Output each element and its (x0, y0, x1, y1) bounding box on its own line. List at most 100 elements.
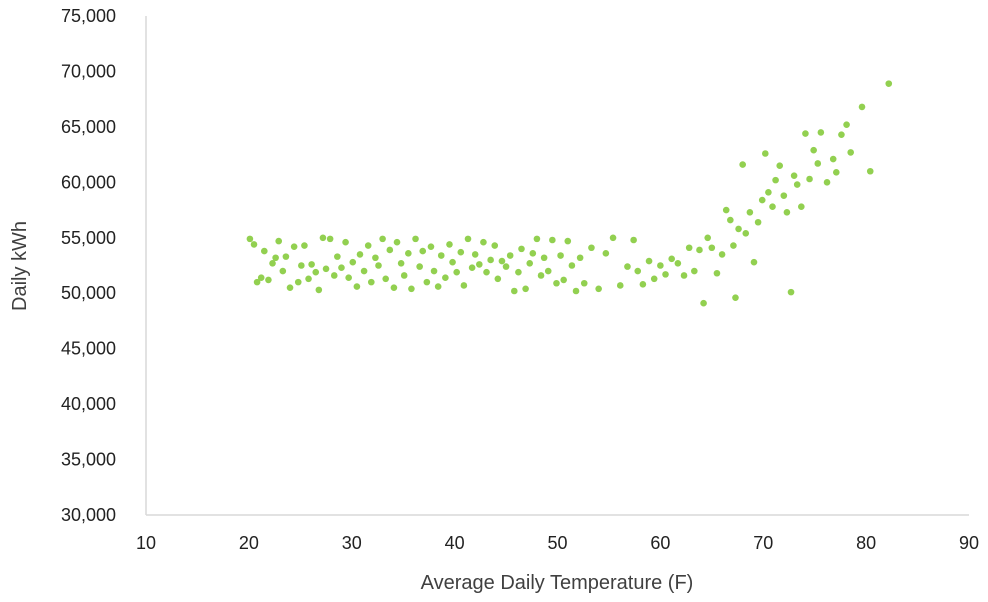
data-point (829, 155, 837, 163)
data-point (312, 268, 320, 276)
data-point (476, 261, 483, 268)
data-point (246, 235, 254, 243)
data-point (595, 285, 602, 293)
data-point (367, 278, 375, 286)
data-point (464, 235, 472, 243)
data-point (345, 274, 352, 281)
data-point (783, 208, 791, 216)
data-point (735, 225, 742, 233)
data-point (814, 160, 822, 167)
data-point (471, 251, 479, 258)
data-point (549, 236, 556, 244)
data-point (412, 235, 419, 243)
data-point (480, 238, 487, 246)
data-point (739, 161, 746, 168)
data-point (634, 267, 642, 275)
data-point (537, 272, 545, 279)
data-point (630, 236, 637, 244)
data-point (434, 283, 442, 290)
data-point (802, 130, 809, 137)
data-point (261, 247, 268, 255)
data-point (498, 257, 506, 265)
y-tick-label: 40,000 (61, 394, 116, 414)
data-point (272, 254, 279, 262)
y-tick-label: 65,000 (61, 117, 116, 137)
data-point (349, 258, 357, 266)
y-tick-label: 70,000 (61, 61, 116, 81)
x-tick-label: 80 (856, 533, 876, 553)
data-point (754, 218, 762, 226)
data-point (776, 162, 784, 169)
data-point (483, 268, 490, 276)
data-point (510, 287, 518, 295)
x-tick-label: 40 (445, 533, 465, 553)
data-point (787, 288, 795, 296)
y-tick-label: 35,000 (61, 450, 116, 470)
data-point (572, 287, 580, 295)
data-point (639, 281, 647, 288)
data-point (269, 259, 276, 267)
data-point (515, 268, 522, 276)
data-point (338, 264, 345, 272)
data-point (798, 203, 805, 211)
data-point (843, 121, 850, 128)
data-point (732, 294, 739, 301)
data-point (700, 299, 707, 307)
data-point (657, 262, 664, 269)
data-point (522, 285, 529, 293)
data-point (334, 253, 341, 260)
data-point (533, 235, 541, 243)
y-tick-label: 60,000 (61, 172, 116, 192)
data-point (423, 278, 431, 286)
data-point (419, 247, 427, 255)
data-point (526, 259, 534, 267)
data-point (275, 237, 283, 245)
data-point (750, 258, 758, 266)
y-tick-label: 30,000 (61, 505, 116, 525)
y-axis-title: Daily kWh (9, 221, 31, 311)
data-point (487, 256, 494, 264)
data-point (390, 284, 398, 291)
data-point (885, 80, 893, 87)
data-point (294, 278, 302, 286)
data-point (253, 278, 261, 286)
data-point (405, 250, 412, 257)
y-tick-label: 50,000 (61, 283, 116, 303)
data-point (319, 234, 327, 242)
data-point (529, 250, 537, 257)
data-point (250, 241, 258, 248)
data-point (453, 268, 460, 276)
data-point (609, 234, 617, 242)
data-point (713, 269, 721, 277)
data-point (427, 243, 435, 250)
data-points (246, 80, 893, 307)
data-point (823, 179, 831, 186)
data-point (668, 255, 675, 263)
data-point (727, 216, 734, 224)
data-point (680, 272, 688, 279)
data-point (330, 272, 338, 279)
y-tick-label: 75,000 (61, 6, 116, 26)
data-point (790, 172, 798, 179)
data-point (772, 176, 779, 184)
data-point (560, 276, 567, 284)
data-point (568, 262, 576, 269)
data-point (460, 282, 468, 289)
data-point (342, 238, 349, 246)
data-point (691, 267, 698, 275)
data-point (356, 251, 364, 258)
y-tick-labels: 30,000 35,000 40,000 45,000 50,000 55,000 60,0… (61, 6, 116, 525)
data-point (650, 275, 658, 283)
data-point (468, 264, 476, 272)
data-point (494, 275, 502, 283)
data-point (416, 263, 423, 270)
data-point (544, 267, 552, 275)
data-point (449, 258, 456, 266)
data-point (502, 263, 510, 270)
data-point (446, 241, 453, 248)
data-point (382, 275, 389, 283)
data-point (576, 254, 584, 262)
data-point (282, 253, 290, 260)
y-tick-label: 45,000 (61, 339, 116, 359)
